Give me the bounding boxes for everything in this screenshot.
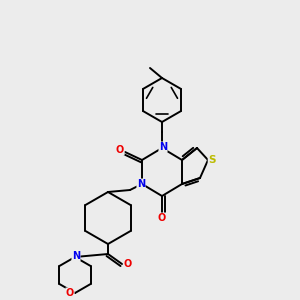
Text: N: N — [137, 179, 145, 189]
Text: O: O — [116, 145, 124, 155]
Text: O: O — [158, 213, 166, 223]
Text: O: O — [124, 259, 132, 269]
Text: O: O — [66, 288, 74, 298]
Text: S: S — [208, 155, 216, 165]
Text: N: N — [159, 142, 167, 152]
Text: N: N — [72, 251, 80, 261]
